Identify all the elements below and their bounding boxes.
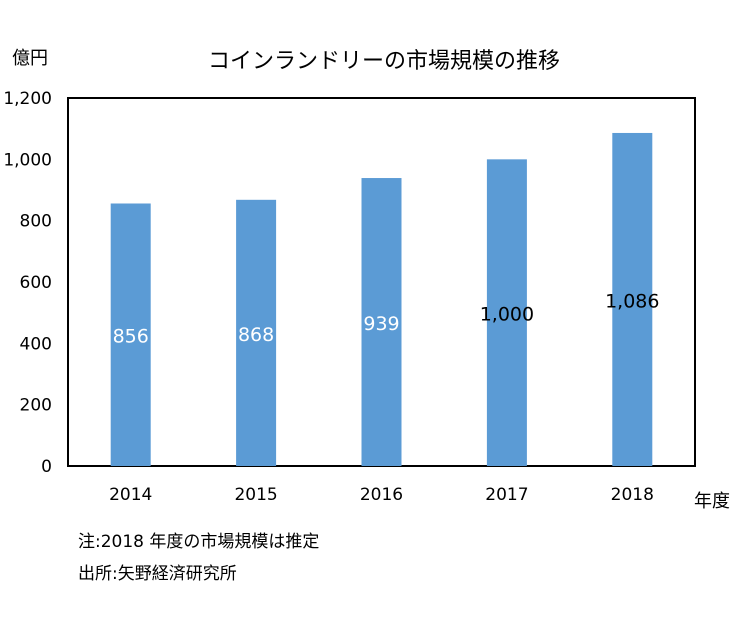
x-tick-label: 2016 (360, 485, 403, 505)
source-note: 出所:矢野経済研究所 (78, 564, 237, 584)
x-axis-unit-label: 年度 (694, 491, 730, 512)
bar (486, 159, 527, 467)
bar (612, 132, 653, 466)
y-tick-label: 800 (20, 212, 52, 232)
y-tick-label: 200 (20, 396, 52, 416)
chart-title: コインランドリーの市場規模の推移 (208, 49, 560, 74)
x-tick-label: 2014 (109, 485, 152, 505)
x-tick-label: 2017 (485, 485, 528, 505)
data-label: 1,000 (480, 304, 534, 326)
y-tick-label: 600 (20, 273, 52, 293)
data-label: 868 (238, 324, 274, 346)
y-tick-label: 1,000 (3, 150, 52, 170)
data-label: 939 (363, 313, 399, 335)
bar (236, 199, 277, 466)
x-tick-label: 2018 (611, 485, 654, 505)
y-tick-label: 0 (41, 457, 52, 477)
y-axis-unit-label: 億円 (12, 48, 48, 69)
data-label: 856 (113, 326, 149, 348)
y-tick-label: 400 (20, 334, 52, 354)
x-tick-label: 2015 (234, 485, 277, 505)
chart-marks: 0 200 400 600 800 1,000 1,200 2014 856 2015 868 201… (3, 89, 659, 505)
data-label: 1,086 (605, 290, 659, 312)
y-tick-label: 1,200 (3, 89, 52, 109)
footnote: 注:2018 年度の市場規模は推定 (78, 532, 320, 552)
bar (110, 203, 151, 466)
bar (361, 178, 402, 467)
